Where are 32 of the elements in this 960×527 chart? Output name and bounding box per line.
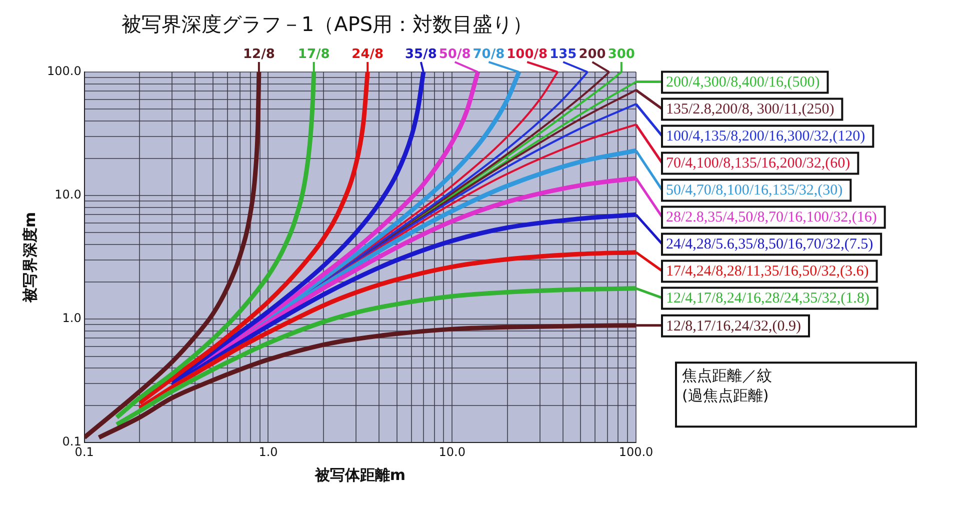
series-label: 24/8 bbox=[352, 47, 384, 62]
series-label: 300 bbox=[608, 47, 635, 62]
series-label: 200 bbox=[578, 47, 606, 62]
text: 焦点距離／紋 bbox=[682, 366, 772, 384]
legend-label: 135/2.8,200/8, 300/11,(250) bbox=[666, 102, 834, 118]
y-tick-label: 1.0 bbox=[62, 311, 82, 326]
y-tick-label: 10.0 bbox=[54, 188, 82, 202]
text: 50/4,70/8,100/16,135/32,(30) bbox=[666, 182, 843, 199]
series-label: 12/8 bbox=[242, 47, 275, 62]
series-label: 135 bbox=[550, 47, 577, 62]
x-tick-label: 10.0 bbox=[438, 444, 466, 459]
y-tick-label: 100.0 bbox=[46, 64, 82, 78]
text: 28/2.8,35/4,50/8,70/16,100/32,(16) bbox=[666, 210, 877, 226]
text: 100/4,135/8,200/16,300/32,(120) bbox=[666, 128, 866, 145]
series-label: 35/8 bbox=[404, 47, 437, 62]
x-tick-label: 1.0 bbox=[258, 444, 278, 459]
text: 24/4,28/5.6,35/8,50/16,70/32,(7.5) bbox=[666, 236, 874, 253]
series-label: 70/8 bbox=[472, 47, 505, 62]
text: 70/4,100/8,135/16,200/32,(60) bbox=[666, 156, 850, 172]
series-label: 100/8 bbox=[506, 47, 548, 62]
series-label: 17/8 bbox=[298, 47, 330, 62]
series-label: 50/8 bbox=[438, 47, 471, 62]
x-tick-label: 0.1 bbox=[74, 444, 94, 459]
x-tick-label: 100.0 bbox=[618, 444, 654, 459]
legend-label: 17/4,24/8,28/11,35/16,50/32,(3.6) bbox=[666, 264, 869, 280]
legend-label: 200/4,300/8,400/16,(500) bbox=[666, 74, 820, 91]
y-axis-title: 被写界深度m bbox=[20, 212, 39, 304]
legend-label: 12/8,17/16,24/32,(0.9) bbox=[666, 318, 801, 334]
legend-label: 12/4,17/8,24/16,28/24,35/32,(1.8) bbox=[666, 290, 870, 307]
chart-title: 被写界深度グラフ－1（APS用：対数目盛り） bbox=[121, 12, 533, 36]
x-axis-title: 被写体距離m bbox=[314, 466, 406, 484]
text: (過焦点距離) bbox=[682, 386, 769, 404]
